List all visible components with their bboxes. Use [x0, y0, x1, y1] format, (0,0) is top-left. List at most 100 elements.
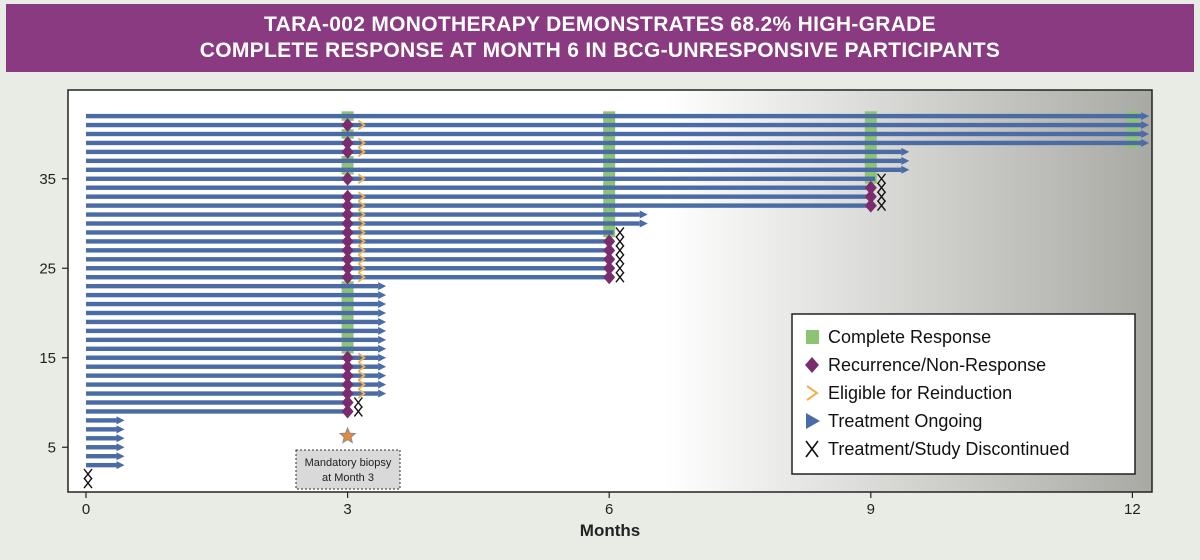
eligible-reinduction-chevron	[357, 146, 366, 158]
recurrence-diamond	[603, 270, 616, 285]
participant-bar	[86, 194, 876, 199]
participant-bar	[86, 149, 902, 155]
participant-bar	[86, 203, 876, 208]
eligible-reinduction-chevron	[357, 388, 366, 399]
treatment-ongoing-arrow	[378, 317, 387, 326]
biopsy-note-box	[295, 449, 401, 490]
participant-bar	[86, 400, 352, 405]
treatment-ongoing-arrow	[378, 300, 387, 309]
treatment-ongoing-arrow	[116, 461, 125, 470]
participant-bar	[86, 140, 1142, 146]
participant-bar	[86, 409, 352, 414]
legend-recurrence-swatch	[805, 357, 819, 373]
treatment-ongoing-arrow	[378, 362, 387, 371]
treatment-ongoing-arrow	[378, 309, 387, 317]
participant-bar	[86, 167, 902, 172]
legend-label: Eligible for Reinduction	[828, 383, 1012, 403]
legend-eligible-swatch	[806, 385, 819, 401]
treatment-ongoing-arrow	[378, 335, 387, 344]
discontinued-x	[615, 253, 625, 265]
treatment-ongoing-arrow	[116, 425, 125, 434]
treatment-ongoing-arrow	[639, 210, 648, 219]
recurrence-diamond	[341, 404, 354, 419]
participant-bar	[86, 185, 876, 190]
participant-bar	[86, 176, 876, 181]
discontinued-x	[83, 468, 93, 480]
eligible-reinduction-chevron	[357, 173, 366, 184]
treatment-ongoing-arrow	[901, 156, 910, 165]
legend-label: Treatment/Study Discontinued	[828, 439, 1069, 459]
discontinued-x	[876, 182, 887, 194]
x-tick-label: 6	[605, 501, 613, 518]
eligible-reinduction-chevron	[357, 200, 366, 211]
legend-complete-response-swatch	[806, 330, 819, 344]
treatment-ongoing-arrow	[901, 147, 910, 156]
participant-bar	[86, 436, 117, 441]
eligible-reinduction-chevron	[357, 361, 366, 372]
participant-bar	[86, 301, 379, 307]
eligible-reinduction-chevron	[357, 227, 366, 238]
discontinued-x	[615, 244, 625, 256]
treatment-ongoing-arrow	[378, 326, 387, 335]
eligible-reinduction-chevron	[357, 137, 366, 149]
eligible-reinduction-chevron	[357, 254, 366, 265]
recurrence-diamond	[341, 368, 354, 383]
recurrence-diamond	[864, 198, 877, 213]
recurrence-diamond	[341, 216, 354, 231]
discontinued-x	[83, 477, 93, 489]
discontinued-x	[615, 262, 625, 274]
discontinued-x	[876, 200, 887, 212]
recurrence-diamond	[341, 189, 354, 204]
eligible-reinduction-chevron	[357, 370, 366, 381]
recurrence-diamond	[341, 234, 354, 249]
participant-bar	[86, 158, 902, 164]
legend-box	[791, 313, 1136, 475]
x-axis-label: Months	[580, 521, 640, 540]
biopsy-note-line-2: at Month 3	[322, 472, 374, 484]
x-tick-label: 3	[343, 501, 351, 518]
y-tick-label: 35	[39, 171, 56, 188]
participant-bar	[86, 328, 379, 334]
recurrence-diamond	[341, 386, 354, 401]
treatment-ongoing-arrow	[378, 344, 387, 353]
eligible-reinduction-chevron	[357, 263, 366, 274]
y-tick-label: 15	[39, 350, 56, 367]
biopsy-star-icon	[338, 426, 357, 444]
treatment-ongoing-arrow	[378, 282, 387, 291]
treatment-ongoing-arrow	[116, 434, 125, 443]
participant-bar	[86, 319, 379, 325]
participant-bar	[86, 373, 379, 378]
discontinued-x	[876, 191, 887, 203]
eligible-reinduction-chevron	[357, 218, 366, 229]
y-tick-label: 25	[39, 260, 56, 277]
participant-bar	[86, 292, 379, 298]
treatment-ongoing-arrow	[1141, 138, 1150, 147]
title-line-2: COMPLETE RESPONSE AT MONTH 6 IN BCG-UNRE…	[199, 39, 1001, 62]
eligible-reinduction-chevron	[357, 352, 366, 363]
complete-response-block	[603, 111, 616, 238]
recurrence-diamond	[341, 252, 354, 267]
recurrence-diamond	[603, 234, 616, 249]
x-tick-label: 9	[867, 501, 875, 518]
legend-label: Recurrence/Non-Response	[828, 355, 1046, 375]
treatment-ongoing-arrow	[901, 165, 910, 174]
treatment-ongoing-arrow	[116, 452, 125, 461]
eligible-reinduction-chevron	[357, 379, 366, 390]
participant-bar	[86, 346, 379, 351]
recurrence-diamond	[341, 207, 354, 222]
recurrence-diamond	[341, 261, 354, 276]
recurrence-diamond	[603, 252, 616, 267]
legend-ongoing-swatch	[806, 413, 820, 429]
complete-response-block	[864, 111, 877, 184]
recurrence-diamond	[603, 243, 616, 258]
treatment-ongoing-arrow	[378, 389, 387, 398]
recurrence-diamond	[341, 144, 354, 159]
legend-label: Complete Response	[828, 327, 991, 347]
treatment-ongoing-arrow	[378, 380, 387, 389]
discontinued-x	[615, 227, 625, 238]
recurrence-diamond	[864, 189, 877, 204]
participant-bar	[86, 355, 379, 360]
participant-bar	[86, 131, 1142, 137]
treatment-ongoing-arrow	[378, 291, 387, 300]
